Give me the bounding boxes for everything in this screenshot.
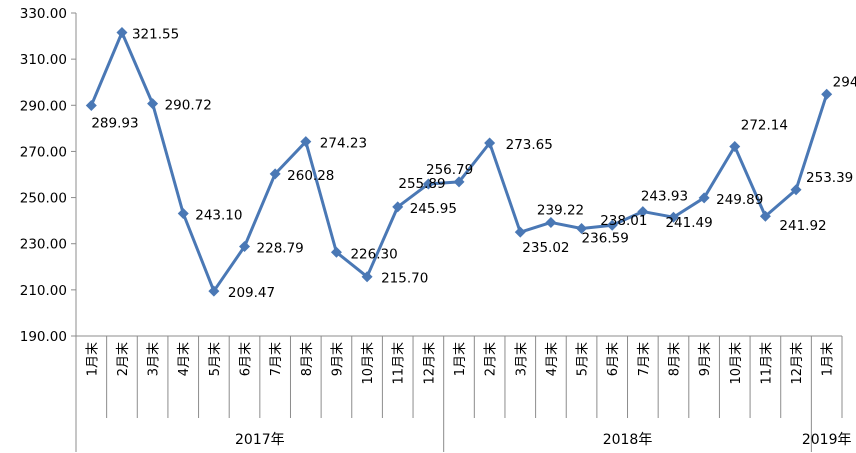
x-category-label: 11月末 <box>759 342 774 385</box>
data-label: 274.23 <box>320 136 367 152</box>
data-point-marker <box>177 207 189 219</box>
data-point-marker <box>85 99 97 111</box>
x-category-label: 10月末 <box>729 342 744 385</box>
data-point-marker <box>300 136 312 148</box>
data-label: 253.39 <box>806 170 853 186</box>
x-category-label: 2月末 <box>484 342 499 376</box>
data-label: 272.14 <box>741 117 788 133</box>
data-point-marker <box>729 140 741 152</box>
x-category-label: 5月末 <box>576 342 591 376</box>
data-label: 260.28 <box>287 168 334 184</box>
data-label: 235.02 <box>522 240 569 256</box>
data-point-marker <box>514 226 526 238</box>
data-point-marker <box>116 26 128 38</box>
data-point-marker <box>576 223 588 235</box>
y-tick-label: 270.00 <box>20 144 67 160</box>
y-tick-label: 330.00 <box>20 6 67 22</box>
data-label: 215.70 <box>381 271 428 287</box>
year-group-label: 2018年 <box>603 432 653 448</box>
data-point-marker <box>453 176 465 188</box>
data-point-marker <box>698 192 710 204</box>
data-label: 321.55 <box>132 26 179 42</box>
data-point-marker <box>392 201 404 213</box>
year-group-label: 2019年 <box>802 432 852 448</box>
year-group-label: 2017年 <box>235 432 285 448</box>
data-point-marker <box>759 210 771 222</box>
data-point-marker <box>330 246 342 258</box>
y-tick-label: 210.00 <box>20 283 67 299</box>
data-label: 238.01 <box>600 213 647 229</box>
x-category-label: 1月末 <box>85 342 100 376</box>
data-label: 290.72 <box>165 98 212 114</box>
x-category-label: 2月末 <box>116 342 131 376</box>
x-category-label: 6月末 <box>239 342 254 376</box>
data-label: 273.65 <box>506 137 553 153</box>
y-tick-label: 310.00 <box>20 52 67 68</box>
x-category-label: 4月末 <box>545 342 560 376</box>
data-label: 226.30 <box>350 246 397 262</box>
x-category-label: 7月末 <box>637 342 652 376</box>
x-category-label: 12月末 <box>790 342 805 385</box>
data-point-marker <box>545 216 557 228</box>
data-label: 289.93 <box>91 115 138 131</box>
data-point-marker <box>361 271 373 283</box>
x-category-label: 1月末 <box>821 342 836 376</box>
data-label: 239.22 <box>537 202 584 218</box>
data-label: 245.95 <box>410 201 457 217</box>
data-label: 209.47 <box>228 285 275 301</box>
data-point-marker <box>422 178 434 190</box>
x-category-label: 3月末 <box>514 342 529 376</box>
x-category-label: 8月末 <box>300 342 315 376</box>
data-label: 256.79 <box>426 162 473 178</box>
x-category-label: 6月末 <box>606 342 621 376</box>
data-label: 243.93 <box>641 189 688 205</box>
x-category-label: 5月末 <box>208 342 223 376</box>
y-tick-label: 190.00 <box>20 329 67 345</box>
data-point-marker <box>637 206 649 218</box>
data-label: 294.76 <box>833 74 856 90</box>
x-category-label: 7月末 <box>269 342 284 376</box>
y-tick-label: 290.00 <box>20 98 67 114</box>
y-tick-label: 250.00 <box>20 191 67 207</box>
data-point-marker <box>239 241 251 253</box>
data-point-marker <box>606 219 618 231</box>
series-group <box>85 26 833 297</box>
data-label: 236.59 <box>582 231 629 247</box>
data-labels: 289.93 321.55 290.72 243.10 209.47 228.79 260.… <box>91 26 856 301</box>
data-point-marker <box>667 211 679 223</box>
x-category-label: 12月末 <box>422 342 437 385</box>
x-category-label: 1月末 <box>453 342 468 376</box>
data-point-marker <box>269 168 281 180</box>
x-category-label: 9月末 <box>330 342 345 376</box>
data-point-marker <box>208 285 220 297</box>
x-axis-categories: 1月末 2月末 3月末 4月末 5月末 6月末 7月末 8月末 9月末 10月末 11月末 12月末 1… <box>85 342 851 448</box>
x-category-label: 3月末 <box>147 342 162 376</box>
data-label: 241.49 <box>665 215 712 231</box>
data-label: 255.89 <box>398 176 445 192</box>
x-category-label: 9月末 <box>698 342 713 376</box>
data-point-marker <box>484 137 496 149</box>
y-axis-ticks: 190.00 210.00 230.00 250.00 270.00 290.00 310.… <box>20 6 76 345</box>
data-label: 228.79 <box>257 241 304 257</box>
x-category-label: 10月末 <box>361 342 376 385</box>
x-category-label: 8月末 <box>667 342 682 376</box>
data-point-marker <box>790 184 802 196</box>
data-label: 241.92 <box>779 218 826 234</box>
data-label: 249.89 <box>716 192 763 208</box>
data-point-marker <box>821 88 833 100</box>
data-point-marker <box>147 98 159 110</box>
y-tick-label: 230.00 <box>20 237 67 253</box>
axes <box>75 13 843 452</box>
x-category-label: 11月末 <box>392 342 407 385</box>
x-category-label: 4月末 <box>177 342 192 376</box>
data-label: 243.10 <box>195 207 242 223</box>
